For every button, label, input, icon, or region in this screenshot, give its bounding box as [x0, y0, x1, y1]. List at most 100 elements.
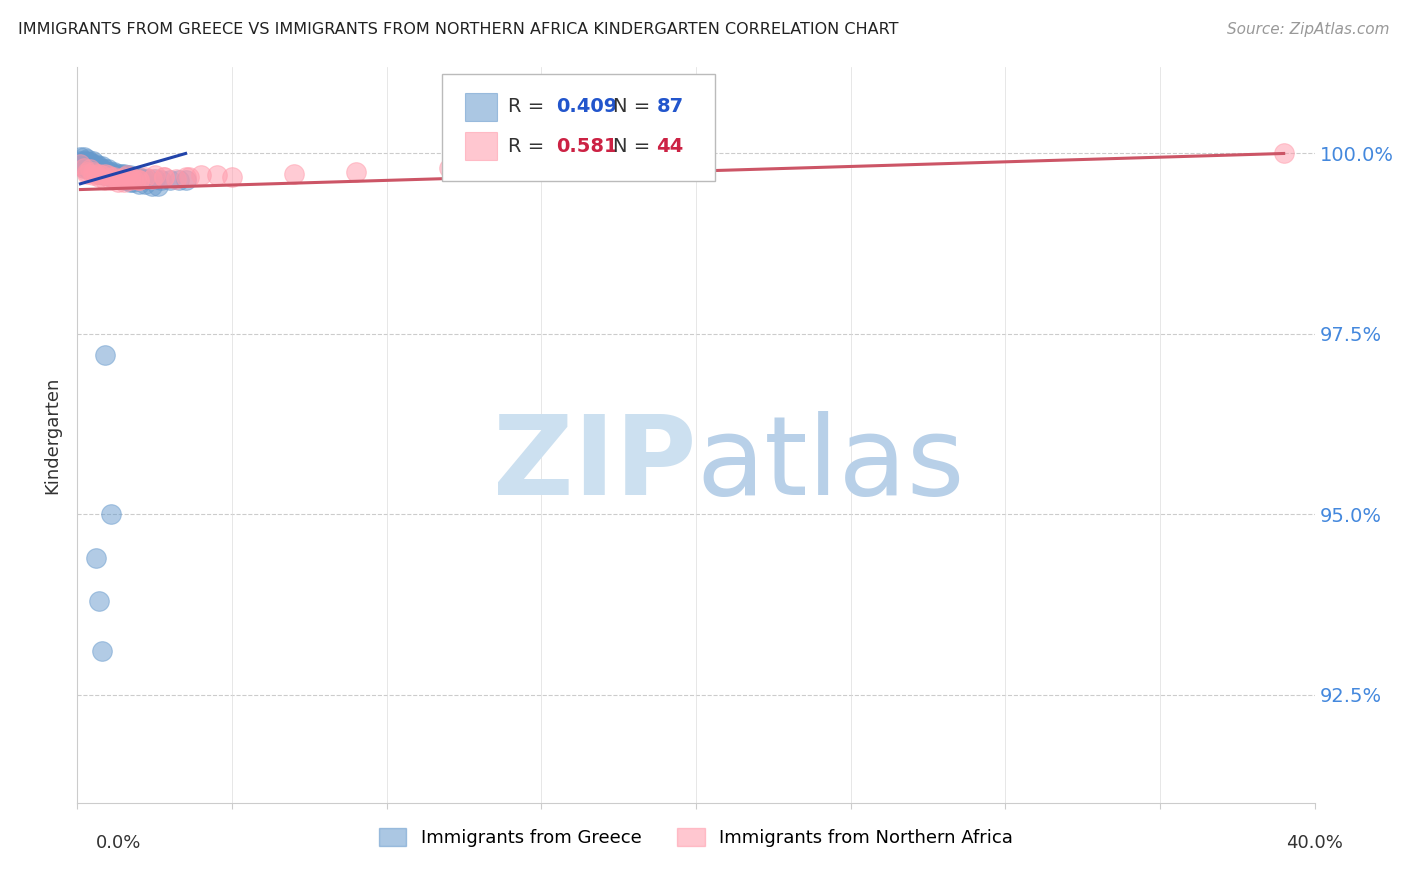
Point — [91, 162, 114, 177]
Point — [103, 167, 125, 181]
Point — [174, 173, 197, 187]
Point — [84, 162, 107, 177]
Point — [82, 162, 104, 177]
Point — [79, 162, 101, 177]
Point — [103, 164, 125, 178]
Point — [97, 167, 120, 181]
Text: 0.581: 0.581 — [557, 136, 617, 156]
Point — [76, 164, 98, 178]
Point — [94, 167, 117, 181]
Point — [122, 175, 145, 189]
Point — [177, 169, 200, 184]
Point — [94, 164, 117, 178]
Point — [110, 167, 132, 181]
Point — [97, 162, 120, 177]
Point — [153, 169, 176, 184]
Point — [79, 162, 101, 177]
Point — [437, 161, 460, 175]
Point — [115, 173, 138, 187]
Point — [131, 171, 153, 186]
Point — [72, 161, 94, 175]
Point — [72, 150, 94, 164]
Point — [72, 153, 94, 168]
Text: Source: ZipAtlas.com: Source: ZipAtlas.com — [1226, 22, 1389, 37]
FancyBboxPatch shape — [443, 74, 714, 181]
Point — [76, 161, 98, 175]
Point — [69, 157, 91, 171]
Point — [107, 175, 129, 189]
Point — [122, 171, 145, 186]
Point — [69, 157, 91, 171]
Point — [107, 171, 129, 186]
Point — [91, 168, 114, 182]
Point — [1272, 146, 1295, 161]
Point — [97, 168, 120, 182]
Point — [128, 177, 150, 191]
Point — [84, 164, 107, 178]
Point — [134, 177, 156, 191]
Point — [69, 153, 91, 168]
Point — [87, 164, 110, 178]
Point — [344, 164, 367, 178]
Point — [112, 167, 135, 181]
Point — [91, 167, 114, 181]
Point — [107, 167, 129, 181]
Point — [143, 171, 166, 186]
Point — [82, 164, 104, 178]
Point — [72, 155, 94, 169]
Point — [87, 167, 110, 181]
Point — [100, 169, 122, 184]
Point — [128, 173, 150, 187]
Point — [76, 157, 98, 171]
Point — [97, 168, 120, 182]
Point — [100, 167, 122, 181]
Point — [91, 644, 114, 658]
Point — [149, 173, 172, 187]
Point — [103, 169, 125, 184]
Text: 0.409: 0.409 — [557, 97, 617, 116]
Point — [110, 171, 132, 186]
Point — [125, 171, 148, 186]
Point — [138, 171, 160, 186]
Point — [190, 168, 212, 182]
Point — [94, 167, 117, 181]
Point — [100, 169, 122, 184]
Point — [112, 169, 135, 184]
Point — [79, 160, 101, 174]
Text: ZIP: ZIP — [492, 411, 696, 517]
Point — [94, 349, 117, 363]
Point — [128, 173, 150, 187]
Point — [72, 160, 94, 174]
Point — [79, 162, 101, 177]
Point — [125, 169, 148, 184]
Point — [134, 171, 156, 186]
Point — [76, 167, 98, 181]
Point — [141, 171, 163, 186]
Point — [103, 169, 125, 184]
Text: N =: N = — [613, 136, 657, 156]
Point — [141, 178, 163, 193]
Point — [134, 169, 156, 184]
Point — [110, 169, 132, 184]
Point — [91, 160, 114, 174]
Point — [84, 550, 107, 565]
Point — [69, 157, 91, 171]
Point — [165, 171, 187, 186]
Point — [118, 175, 141, 189]
Point — [115, 168, 138, 182]
Point — [87, 162, 110, 177]
Point — [76, 153, 98, 168]
Legend: Immigrants from Greece, Immigrants from Northern Africa: Immigrants from Greece, Immigrants from … — [370, 819, 1022, 856]
Text: IMMIGRANTS FROM GREECE VS IMMIGRANTS FROM NORTHERN AFRICA KINDERGARTEN CORRELATI: IMMIGRANTS FROM GREECE VS IMMIGRANTS FRO… — [18, 22, 898, 37]
Text: R =: R = — [508, 97, 550, 116]
Text: 40.0%: 40.0% — [1286, 834, 1343, 852]
Point — [84, 164, 107, 178]
Point — [112, 175, 135, 189]
Text: 0.0%: 0.0% — [96, 834, 141, 852]
Point — [128, 169, 150, 184]
Point — [174, 169, 197, 184]
Point — [159, 173, 181, 187]
Text: N =: N = — [613, 97, 657, 116]
Point — [82, 160, 104, 174]
Point — [94, 162, 117, 177]
